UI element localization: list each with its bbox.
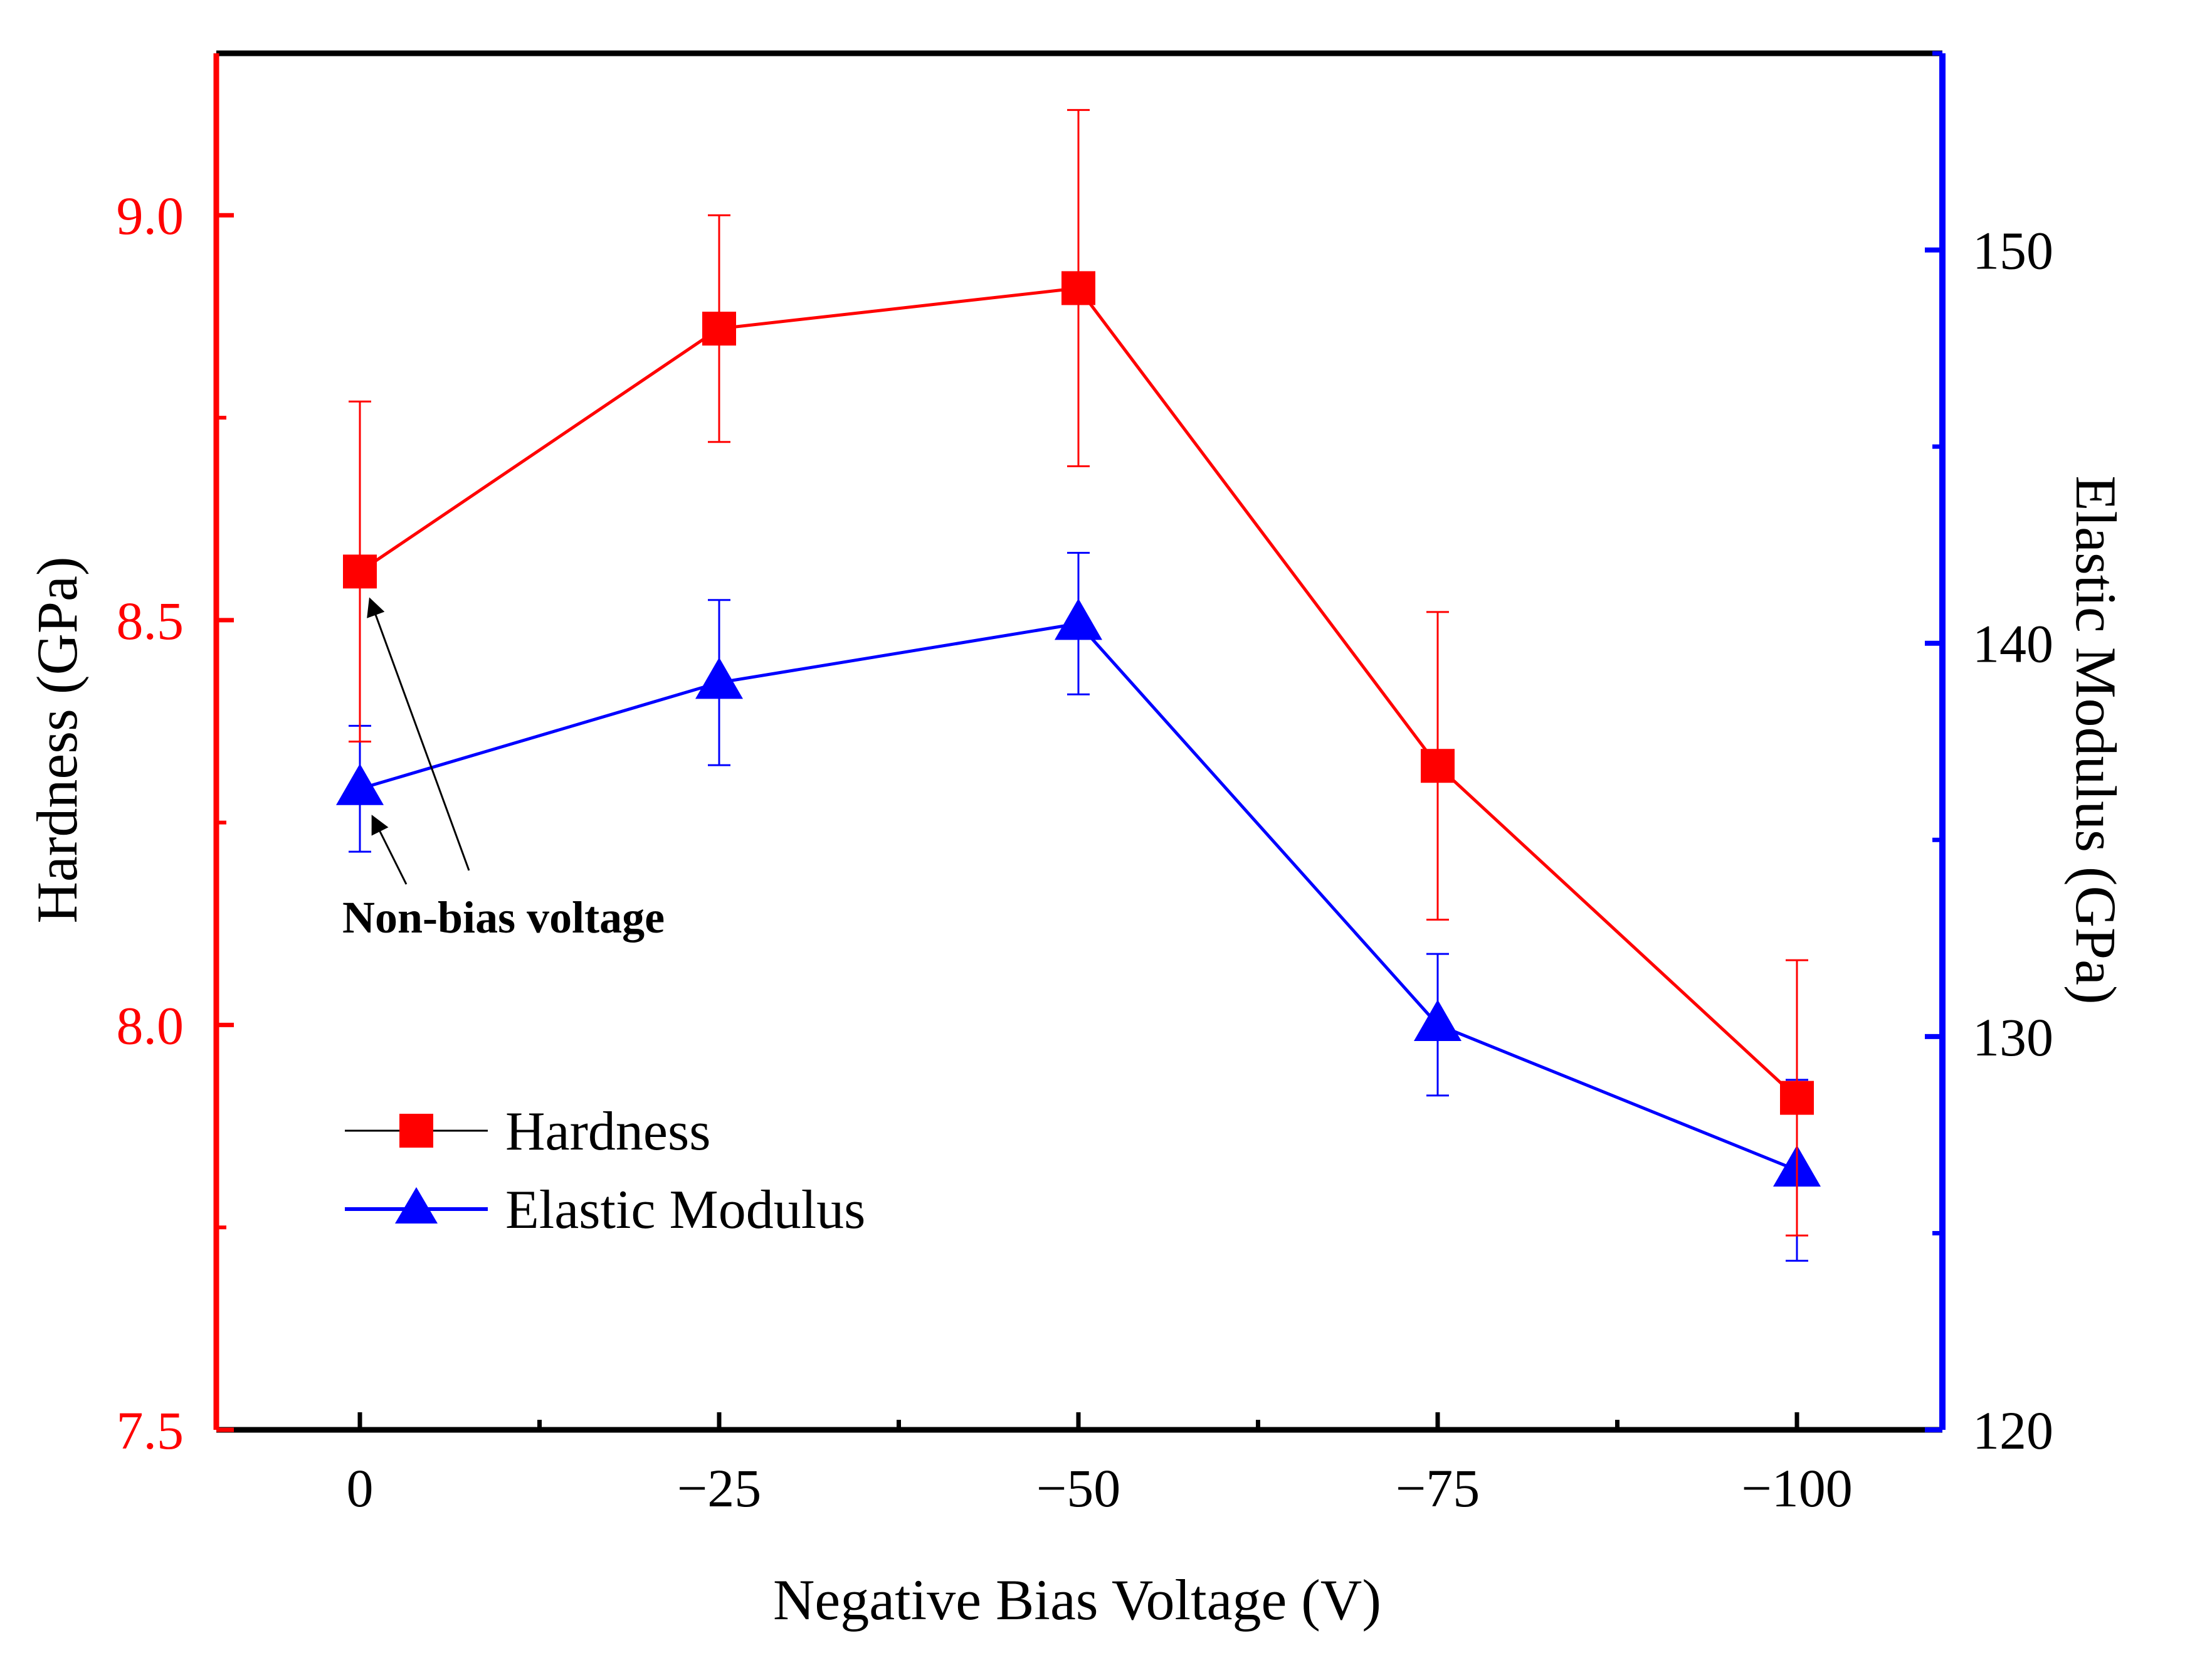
data-point (702, 312, 736, 346)
y-right-tick-label: 150 (1972, 221, 2053, 281)
x-tick-label: −100 (1741, 1458, 1853, 1518)
y-right-tick-label: 130 (1972, 1007, 2053, 1067)
annotation-arrow-modulus (371, 815, 408, 885)
y-right-tick-label: 140 (1972, 614, 2053, 674)
annotation-arrow-hardness (367, 597, 470, 871)
data-point (1055, 598, 1102, 640)
legend: Hardness Elastic Modulus (345, 1101, 865, 1240)
data-point (336, 763, 384, 805)
legend-modulus-marker (395, 1187, 438, 1224)
y-left-axis-title: Hardness (GPa) (25, 556, 89, 923)
data-point (343, 554, 377, 589)
y-left-tick-label: 9.0 (117, 186, 184, 246)
data-point (1421, 749, 1455, 783)
data-point (1061, 271, 1095, 305)
legend-hardness-label: Hardness (505, 1101, 710, 1162)
legend-hardness-marker (399, 1114, 433, 1148)
data-point (695, 657, 743, 699)
data-point (1414, 1000, 1462, 1042)
y-right-axis-title: Elastic Modulus (GPa) (2064, 475, 2128, 1004)
x-tick-label: −25 (677, 1458, 762, 1518)
legend-modulus-label: Elastic Modulus (505, 1180, 865, 1240)
annotation-label: Non-bias voltage (342, 892, 665, 943)
x-tick-label: 0 (347, 1458, 374, 1518)
x-axis-title: Negative Bias Voltage (V) (773, 1568, 1381, 1632)
data-point (1780, 1081, 1814, 1115)
y-left-tick-label: 8.0 (117, 995, 184, 1055)
series-hardness (343, 108, 1814, 1237)
y-left-tick-label: 8.5 (117, 591, 184, 651)
x-tick-label: −75 (1396, 1458, 1480, 1518)
y-right-tick-label: 120 (1972, 1400, 2053, 1461)
y-left-tick-label: 7.5 (117, 1400, 184, 1461)
x-tick-label: −50 (1036, 1458, 1121, 1518)
